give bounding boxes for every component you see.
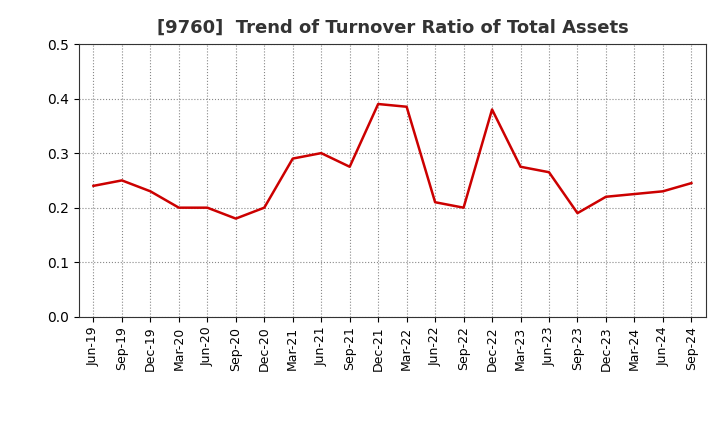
Title: [9760]  Trend of Turnover Ratio of Total Assets: [9760] Trend of Turnover Ratio of Total …	[156, 19, 629, 37]
